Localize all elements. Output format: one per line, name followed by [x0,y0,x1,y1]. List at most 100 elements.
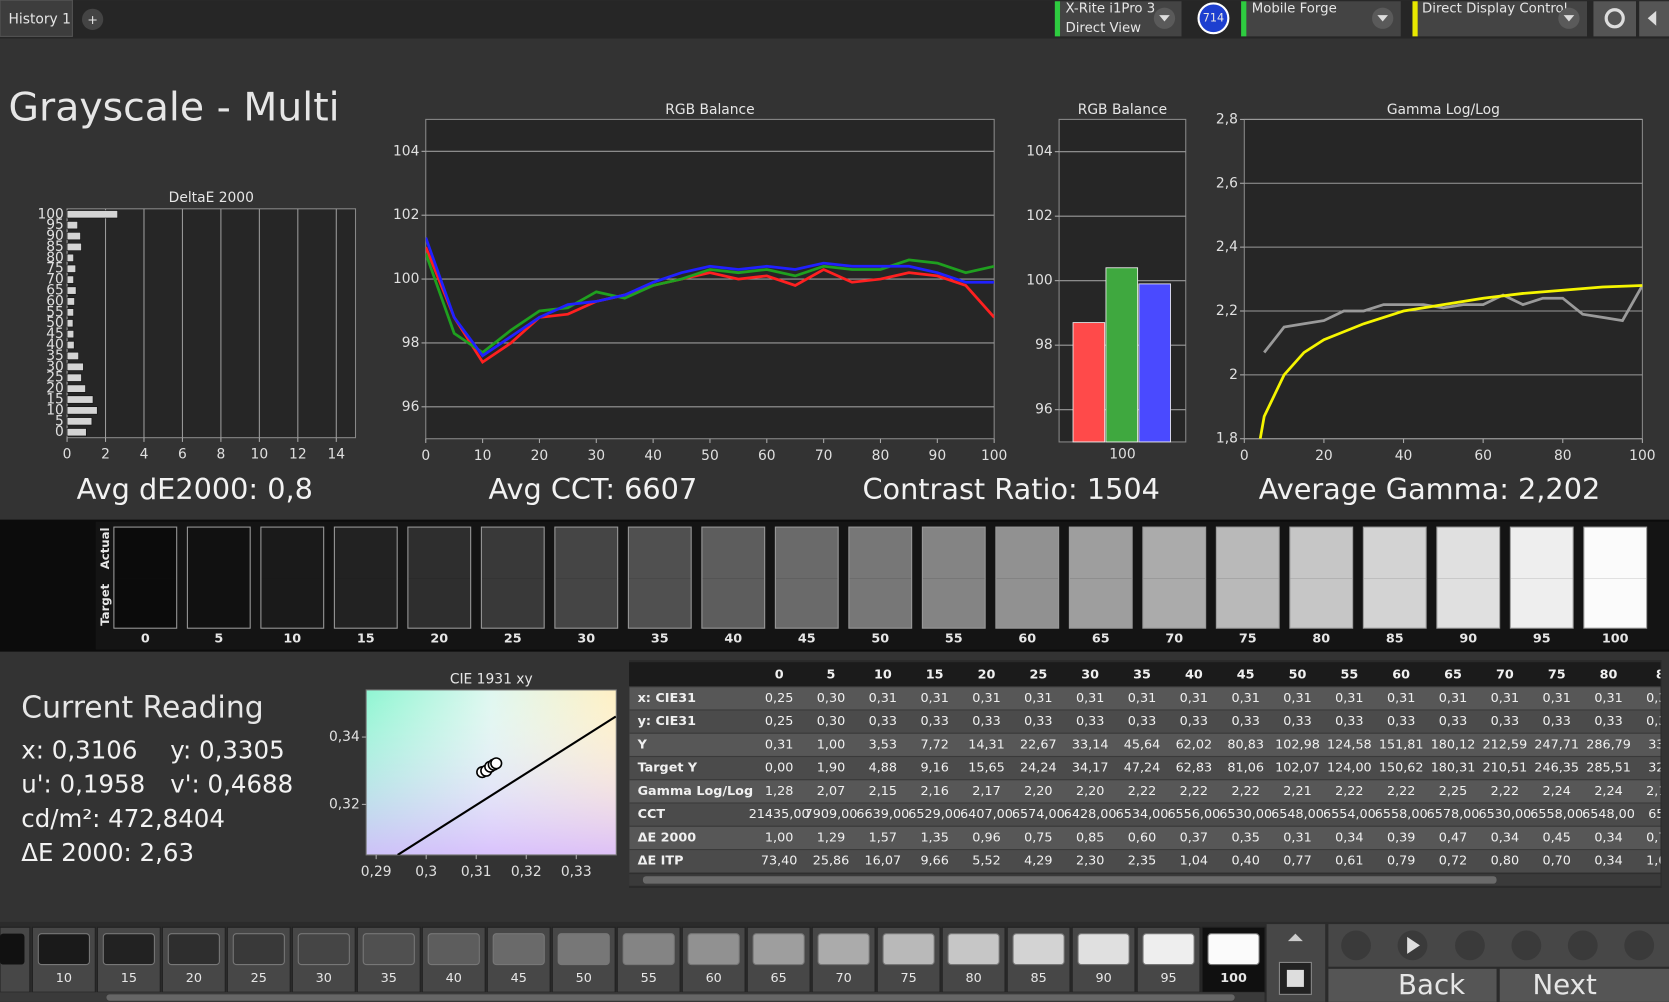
patch-label[interactable]: 95 [1160,971,1176,986]
table-cell: 6534,00 [1116,807,1169,822]
locus-line [397,715,617,855]
add-tab-button[interactable] [81,8,104,30]
tab[interactable] [0,0,73,37]
patch-label[interactable]: 90 [1095,971,1111,986]
table-cell: 2,19 [1646,784,1669,799]
swatch-border [1509,526,1574,629]
patch-label[interactable]: 100 [1220,971,1247,986]
table-scroll-thumb[interactable] [642,876,1497,884]
bar [1138,283,1171,443]
bar [66,264,77,273]
back-label[interactable]: Back [1398,968,1465,1001]
badge-label[interactable]: 714 [1203,11,1224,24]
table-cell: 2,30 [1076,854,1104,869]
table-cell: 1,28 [765,784,793,799]
control-button[interactable] [1341,930,1371,961]
table-cell: 0,31 [1180,691,1208,706]
table-cell: 9,66 [920,854,948,869]
dropdown-arrow [1159,15,1170,22]
table-cell: 4,88 [869,761,897,776]
stat: Avg dE2000: 0,8 [77,472,313,506]
x-tick-label: 60 [1474,448,1492,464]
patch-label[interactable]: 30 [316,971,332,986]
x-tick-label: 0,29 [361,864,392,880]
plot-area [1243,118,1643,440]
meter-name[interactable]: X-Rite i1Pro 3 [1065,2,1155,17]
table-cell: 0,31 [1335,691,1363,706]
table-cell: 0,39 [1387,830,1415,845]
row-label: CCT [638,807,666,822]
profile-name[interactable]: Mobile Forge [1252,2,1337,17]
x-tick-label: 2 [101,447,110,463]
up-arrow[interactable] [1287,933,1303,942]
y-tick-label: 30 [46,359,64,375]
y-tick-label: 0,34 [329,729,360,745]
swatch-target [775,578,839,629]
table-cell: 2,20 [1076,784,1104,799]
y-tick-label: 10 [46,402,64,418]
line [425,237,995,358]
patch-label[interactable]: 10 [56,971,72,986]
patch-label[interactable]: 15 [121,971,137,986]
meter-mode[interactable]: Direct View [1065,21,1141,36]
x-tick-label: 4 [140,447,149,463]
swatch-label: 35 [651,631,669,646]
tab-label[interactable]: History 1 [9,11,71,27]
back-button[interactable] [1328,968,1497,1002]
patch-scroll-thumb[interactable] [106,994,1235,1001]
patch-label[interactable]: 70 [836,971,852,986]
patch-label[interactable]: 55 [641,971,657,986]
y-tick-label: 98 [1035,337,1053,353]
status-indicator [1241,1,1247,37]
bar [66,330,75,339]
patch-label[interactable]: 60 [706,971,722,986]
x-tick-label: 6 [178,447,187,463]
patch-label[interactable]: 50 [576,971,592,986]
control-button[interactable] [1455,930,1485,961]
swatch-label: 100 [1602,631,1629,646]
table-cell: 0,31 [1646,691,1669,706]
table-cell: 47,24 [1124,761,1161,776]
table-cell: 0,33 [1594,714,1622,729]
control-name[interactable]: Direct Display Control [1422,2,1567,17]
patch-label[interactable]: 80 [965,971,981,986]
column-header: 25 [1029,668,1047,683]
patch-label[interactable]: 40 [446,971,462,986]
status-indicator [1054,1,1061,37]
patch-label[interactable]: 75 [901,971,917,986]
next-button[interactable] [1499,968,1669,1002]
swatch-target [113,578,177,629]
patch-label[interactable]: 85 [1030,971,1046,986]
table-cell: 0,31 [972,691,1000,706]
table-cell: 212,59 [1483,737,1528,752]
table-cell: 1,04 [1180,854,1208,869]
loop-button[interactable] [1511,930,1542,961]
patch-label[interactable]: 45 [511,971,527,986]
y-tick-label: 96 [1035,402,1053,418]
x-tick-label: 80 [872,448,890,464]
bar [66,242,82,252]
refresh-button[interactable] [1567,930,1598,961]
patch-label[interactable]: 35 [381,971,397,986]
swatch-border [1142,526,1207,629]
play-icon [1407,936,1420,954]
add-tab-label[interactable]: + [87,13,98,28]
table-cell: 5,52 [972,854,1000,869]
reading-luminance: cd/m²: 472,8404 [21,804,225,833]
x-tick-label: 70 [815,448,833,464]
settings-button[interactable] [1593,1,1637,37]
y-tick-label: 80 [46,250,64,266]
badge[interactable] [1197,2,1230,35]
patch-label[interactable]: 20 [186,971,202,986]
patch-label[interactable]: 25 [251,971,267,986]
table-cell: 102,07 [1275,761,1320,776]
swatch-border [848,526,913,629]
next-label[interactable]: Next [1532,968,1597,1001]
patch-label[interactable]: 65 [771,971,787,986]
swatch-target [995,578,1059,629]
table-cell: 45,64 [1124,737,1161,752]
control-button[interactable] [1624,930,1655,961]
y-tick-label: 70 [46,272,64,288]
table-cell: 2,16 [920,784,948,799]
